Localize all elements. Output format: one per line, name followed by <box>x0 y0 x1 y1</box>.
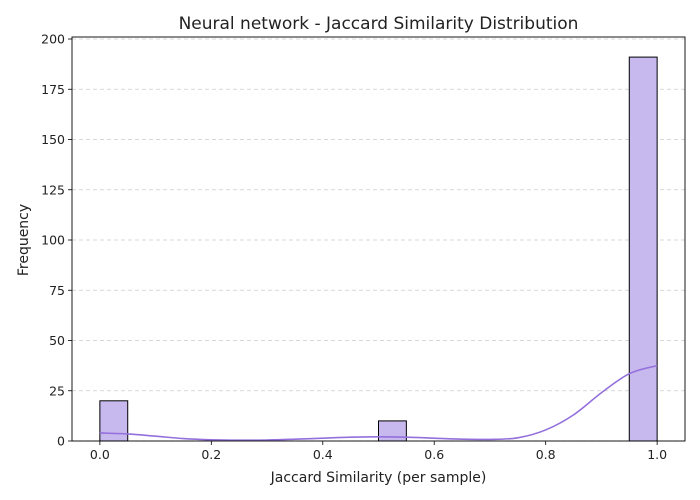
kde-curve-layer <box>99 364 658 442</box>
x-axis-label: Jaccard Similarity (per sample) <box>270 470 487 486</box>
chart-title: Neural network - Jaccard Similarity Dist… <box>179 14 579 34</box>
x-tick-label: 0.2 <box>201 447 221 462</box>
histogram-bar <box>99 400 129 442</box>
axes <box>71 36 686 442</box>
x-tick-label: 0.0 <box>90 447 110 462</box>
histogram-bar <box>378 420 407 442</box>
y-ticks: 0 25 50 75 100 125 150 175 200 <box>41 32 72 449</box>
x-tick-label: 1.0 <box>647 447 667 462</box>
y-axis-label: Frequency <box>16 204 32 276</box>
y-tick-label: 100 <box>41 233 65 248</box>
y-tick-label: 125 <box>41 182 65 197</box>
grid-lines <box>72 38 685 442</box>
y-tick-label: 150 <box>41 132 65 147</box>
histogram-bar <box>628 56 658 442</box>
y-tick-label: 75 <box>49 283 65 298</box>
plot-frame <box>71 36 686 442</box>
kde-curve <box>99 364 658 442</box>
y-tick-label: 50 <box>49 333 65 348</box>
x-tick-label: 0.4 <box>313 447 333 462</box>
y-tick-label: 200 <box>41 32 65 47</box>
y-tick-label: 175 <box>41 82 65 97</box>
y-tick-label: 0 <box>57 434 65 449</box>
x-tick-label: 0.6 <box>424 447 444 462</box>
y-tick-label: 25 <box>49 383 65 398</box>
histogram-bars <box>99 56 658 442</box>
x-tick-label: 0.8 <box>536 447 556 462</box>
x-ticks: 0.0 0.2 0.4 0.6 0.8 1.0 <box>90 441 667 462</box>
